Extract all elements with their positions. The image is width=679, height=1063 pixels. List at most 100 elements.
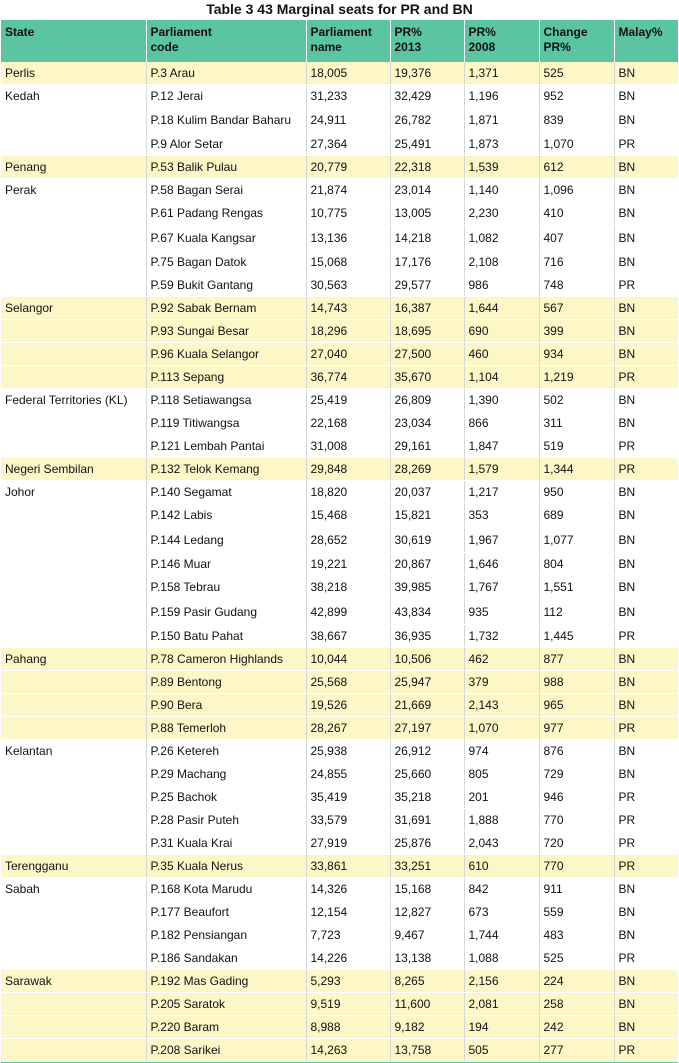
cell-code: P.220 Baram bbox=[145, 1015, 306, 1039]
cell-change: 567 bbox=[538, 296, 614, 320]
cell-pr2008: 2,043 bbox=[463, 831, 539, 855]
cell-code: P.92 Sabak Bernam bbox=[145, 296, 306, 320]
cell-state bbox=[1, 526, 146, 553]
cell-state bbox=[1, 598, 146, 625]
cell-pr2008: 1,644 bbox=[463, 296, 539, 320]
cell-state bbox=[1, 946, 146, 970]
cell-state bbox=[1, 201, 146, 225]
marginal-seats-table: State Parliament code Parliament name PR% 2… bbox=[1, 20, 678, 1062]
cell-name: 29,848 bbox=[305, 457, 390, 481]
cell-pr2013: 19,376 bbox=[389, 62, 464, 85]
cell-name: 27,919 bbox=[305, 831, 390, 855]
cell-change: 525 bbox=[538, 62, 614, 85]
cell-pr2008: 505 bbox=[463, 1038, 539, 1062]
table-row: Pahang P.78 Cameron Highlands 10,044 10,506… bbox=[1, 647, 678, 671]
cell-code: P.192 Mas Gading bbox=[145, 969, 306, 993]
cell-pr2008: 1,646 bbox=[463, 552, 539, 576]
cell-code: P.59 Bukit Gantang bbox=[145, 273, 306, 297]
cell-pr2013: 25,660 bbox=[389, 762, 464, 786]
cell-name: 9,519 bbox=[305, 992, 390, 1016]
header-change-pr: Change PR% bbox=[538, 20, 614, 62]
cell-malay: BN bbox=[613, 575, 678, 599]
cell-malay: BN bbox=[613, 155, 678, 179]
cell-pr2013: 29,161 bbox=[389, 434, 464, 458]
cell-change: 689 bbox=[538, 503, 614, 527]
table-row: P.9 Alor Setar 27,364 25,491 1,873 1,070 PR bbox=[1, 132, 678, 156]
table-row: Kedah P.12 Jerai 31,233 32,429 1,196 952 BN bbox=[1, 84, 678, 108]
cell-state bbox=[1, 273, 146, 297]
cell-pr2008: 986 bbox=[463, 273, 539, 297]
cell-code: P.31 Kuala Krai bbox=[145, 831, 306, 855]
cell-pr2008: 866 bbox=[463, 411, 539, 435]
header-label-line: Change bbox=[543, 25, 588, 39]
cell-state: Perak bbox=[1, 178, 146, 202]
cell-change: 977 bbox=[538, 716, 614, 740]
cell-pr2013: 33,251 bbox=[389, 854, 464, 878]
cell-name: 7,723 bbox=[305, 923, 390, 947]
table-title: Table 3 43 Marginal seats for PR and BN bbox=[206, 1, 473, 17]
table-row: P.205 Saratok 9,519 11,600 2,081 258 BN bbox=[1, 992, 678, 1016]
cell-malay: BN bbox=[613, 250, 678, 274]
cell-malay: BN bbox=[613, 201, 678, 225]
cell-pr2008: 2,230 bbox=[463, 201, 539, 225]
cell-name: 13,136 bbox=[305, 224, 390, 251]
table-row: P.158 Tebrau 38,218 39,985 1,767 1,551 BN bbox=[1, 575, 678, 599]
table-row: Perlis P.3 Arau 18,005 19,376 1,371 525 BN bbox=[1, 62, 678, 85]
cell-pr2008: 1,104 bbox=[463, 365, 539, 389]
header-parliament-code: Parliament code bbox=[145, 20, 306, 62]
cell-name: 38,667 bbox=[305, 624, 390, 648]
cell-malay: PR bbox=[613, 132, 678, 156]
cell-state bbox=[1, 1015, 146, 1039]
cell-pr2013: 13,758 bbox=[389, 1038, 464, 1062]
table-row: P.88 Temerloh 28,267 27,197 1,070 977 PR bbox=[1, 716, 678, 740]
cell-code: P.89 Bentong bbox=[145, 670, 306, 694]
cell-malay: PR bbox=[613, 808, 678, 832]
table-row: P.220 Baram 8,988 9,182 194 242 BN bbox=[1, 1015, 678, 1039]
cell-change: 242 bbox=[538, 1015, 614, 1039]
cell-state bbox=[1, 575, 146, 599]
cell-state bbox=[1, 503, 146, 527]
cell-change: 407 bbox=[538, 224, 614, 251]
cell-code: P.12 Jerai bbox=[145, 84, 306, 108]
cell-malay: PR bbox=[613, 831, 678, 855]
table-row: P.31 Kuala Krai 27,919 25,876 2,043 720 PR bbox=[1, 831, 678, 855]
table-row: P.177 Beaufort 12,154 12,827 673 559 BN bbox=[1, 900, 678, 924]
cell-malay: BN bbox=[613, 598, 678, 625]
cell-state bbox=[1, 992, 146, 1016]
cell-state: Penang bbox=[1, 155, 146, 179]
cell-code: P.142 Labis bbox=[145, 503, 306, 527]
cell-state bbox=[1, 319, 146, 343]
cell-pr2008: 2,108 bbox=[463, 250, 539, 274]
cell-name: 14,226 bbox=[305, 946, 390, 970]
table-row: Negeri Sembilan P.132 Telok Kemang 29,848 2… bbox=[1, 457, 678, 481]
cell-state: Negeri Sembilan bbox=[1, 457, 146, 481]
header-label-line: 2013 bbox=[394, 40, 422, 54]
table-row: P.61 Padang Rengas 10,775 13,005 2,230 410 BN bbox=[1, 201, 678, 225]
cell-code: P.159 Pasir Gudang bbox=[145, 598, 306, 625]
cell-state bbox=[1, 624, 146, 648]
cell-malay: PR bbox=[613, 365, 678, 389]
cell-code: P.205 Saratok bbox=[145, 992, 306, 1016]
cell-change: 988 bbox=[538, 670, 614, 694]
cell-pr2013: 15,168 bbox=[389, 877, 464, 901]
cell-code: P.132 Telok Kemang bbox=[145, 457, 306, 481]
cell-name: 25,938 bbox=[305, 739, 390, 763]
table-row: Penang P.53 Balik Pulau 20,779 22,318 1,539 6… bbox=[1, 155, 678, 179]
cell-name: 18,005 bbox=[305, 62, 390, 85]
cell-change: 258 bbox=[538, 992, 614, 1016]
cell-state bbox=[1, 762, 146, 786]
cell-pr2013: 22,318 bbox=[389, 155, 464, 179]
cell-pr2008: 1,070 bbox=[463, 716, 539, 740]
cell-change: 934 bbox=[538, 342, 614, 366]
cell-change: 1,445 bbox=[538, 624, 614, 648]
table-row: P.28 Pasir Puteh 33,579 31,691 1,888 770 PR bbox=[1, 808, 678, 832]
cell-code: P.3 Arau bbox=[145, 62, 306, 85]
cell-pr2013: 28,269 bbox=[389, 457, 464, 481]
cell-name: 15,468 bbox=[305, 503, 390, 527]
table-body: Perlis P.3 Arau 18,005 19,376 1,371 525 BN Keda… bbox=[1, 62, 678, 1062]
cell-state: Johor bbox=[1, 480, 146, 504]
cell-name: 10,775 bbox=[305, 201, 390, 225]
cell-pr2013: 18,695 bbox=[389, 319, 464, 343]
cell-name: 24,911 bbox=[305, 107, 390, 133]
cell-pr2013: 35,670 bbox=[389, 365, 464, 389]
